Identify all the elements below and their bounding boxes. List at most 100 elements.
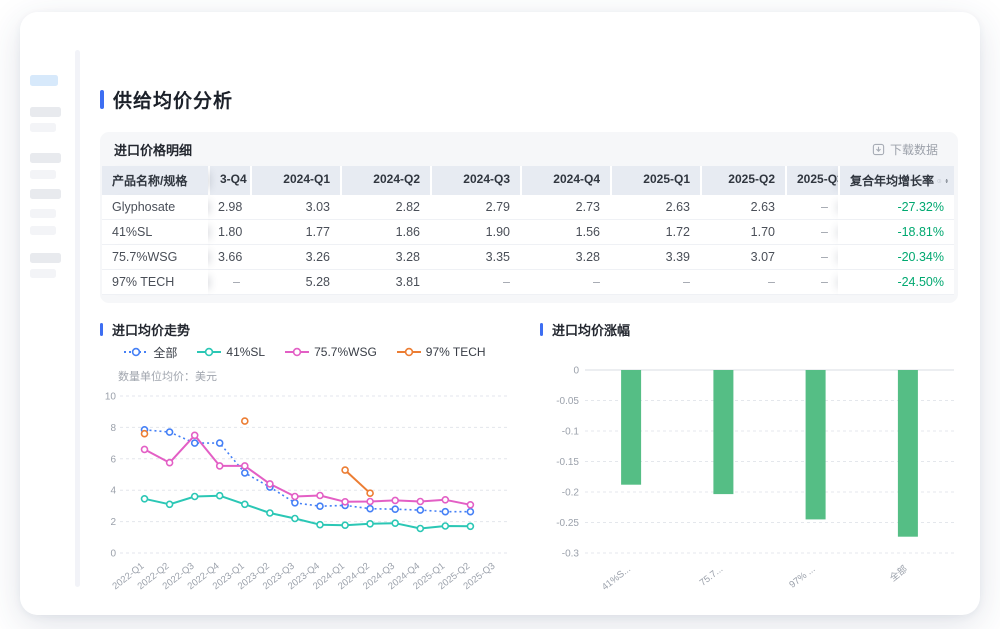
legend-item-41sl[interactable]: 41%SL [197, 345, 265, 359]
chart-title-accent-bar [100, 322, 103, 336]
cagr-value: -20.34% [838, 245, 954, 270]
info-icon[interactable] [937, 175, 942, 187]
svg-text:-0.05: -0.05 [556, 396, 579, 407]
legend-marker-icon [124, 347, 149, 357]
svg-text:-0.25: -0.25 [556, 518, 579, 529]
download-icon [872, 143, 885, 155]
table-cell: 1.90 [430, 220, 520, 245]
change-bar-chart-svg: 0 -0.05 -0.1 -0.15 -0.2 -0.25 -0.3 41%S... 75.7.… [556, 366, 954, 593]
trend-chart-plot-area: 0 2 4 6 8 10 2022-Q1 2022-Q2 2022-Q3 2022-Q4 2023-… [100, 384, 510, 607]
sidebar-skeleton-item [30, 153, 61, 163]
legend-label: 全部 [153, 345, 178, 360]
sidebar-skeleton-item [30, 253, 61, 263]
table-cell: 1.86 [340, 220, 430, 245]
table-cell: 3.39 [610, 245, 700, 270]
column-header: 产品名称/规格 [102, 166, 208, 195]
legend-label: 97% TECH [425, 345, 486, 359]
legend-item-97tech[interactable]: 97% TECH [396, 345, 486, 359]
table-cell: – [785, 245, 838, 270]
table-cell: 3.28 [520, 245, 610, 270]
table-cell: 1.56 [520, 220, 610, 245]
table-cell: 3.28 [340, 245, 430, 270]
change-chart-title: 进口均价涨幅 [552, 322, 631, 338]
app-window: 供给均价分析 进口价格明细 下载数据 产品名称/规格 3-Q4 2024-Q1 202… [20, 12, 980, 615]
import-price-detail-card: 进口价格明细 下载数据 产品名称/规格 3-Q4 2024-Q1 2024-Q2 202… [100, 132, 958, 303]
sidebar-skeleton-item [30, 269, 56, 278]
table-cell: 1.80 [208, 220, 250, 245]
svg-text:0: 0 [110, 549, 116, 560]
legend-marker-icon [197, 347, 222, 357]
legend-marker-icon [396, 347, 421, 357]
column-header: 2025-Q1 [610, 166, 700, 195]
sidebar-skeleton-item [30, 75, 58, 86]
svg-text:-0.3: -0.3 [562, 549, 580, 560]
trend-line-chart-svg: 02468102022-Q12022-Q22022-Q32022-Q42023-… [105, 392, 508, 592]
sidebar-skeleton-item [30, 226, 56, 235]
table-cell: 2.79 [430, 195, 520, 220]
legend-item-all[interactable]: 全部 [124, 344, 177, 361]
table-cell: – [430, 270, 520, 295]
title-accent-bar [100, 89, 104, 109]
sidebar-skeleton-nav [20, 12, 75, 615]
column-header: 2025-Q2 [700, 166, 785, 195]
legend-label: 41%SL [226, 345, 266, 359]
trend-chart-legend: 全部 41%SL 75.7%WSG 97% TECH [100, 343, 510, 361]
svg-text:97% ...: 97% ... [787, 564, 817, 591]
sidebar-skeleton-item [30, 123, 56, 132]
table-cell: 75.7%WSG [102, 245, 208, 270]
table-cell: – [700, 270, 785, 295]
table-cell: – [785, 220, 838, 245]
column-header: 2024-Q3 [430, 166, 520, 195]
sidebar-skeleton-item [30, 107, 61, 117]
column-header: 2024-Q4 [520, 166, 610, 195]
table-cell: 1.70 [700, 220, 785, 245]
legend-item-757wsg[interactable]: 75.7%WSG [285, 345, 377, 359]
table-cell: 3.03 [250, 195, 340, 220]
table-cell: 3.26 [250, 245, 340, 270]
svg-text:10: 10 [105, 392, 117, 403]
page-title: 供给均价分析 [113, 90, 234, 112]
sort-icon[interactable] [945, 175, 948, 187]
column-header[interactable]: 复合年均增长率 [838, 166, 954, 195]
table-cell: 3.07 [700, 245, 785, 270]
table-row: 75.7%WSG 3.66 3.26 3.28 3.35 3.28 3.39 3.07– -20… [102, 245, 956, 270]
sidebar-skeleton-item [30, 189, 61, 199]
table-cell: 1.72 [610, 220, 700, 245]
charts-section: 进口均价走势 全部 41%SL 75.7%WSG 97% TECH 数量单位均价：美元… [100, 321, 958, 607]
svg-text:全部: 全部 [887, 563, 909, 584]
table-cell: 5.28 [250, 270, 340, 295]
cagr-value: -24.50% [838, 270, 954, 295]
svg-text:-0.1: -0.1 [562, 427, 580, 438]
cagr-value: -27.32% [838, 195, 954, 220]
table-cell: 2.82 [340, 195, 430, 220]
page-header: 供给均价分析 [100, 86, 958, 112]
table-cell: 2.63 [610, 195, 700, 220]
table-cell: 3.81 [340, 270, 430, 295]
table-cell: 3.35 [430, 245, 520, 270]
table-row: 97% TECH –5.28 3.81– – – – – -24.50% [102, 270, 956, 295]
download-data-label: 下载数据 [889, 142, 938, 157]
change-chart-plot-area: 0 -0.05 -0.1 -0.15 -0.2 -0.25 -0.3 41%S... 75.7.… [540, 343, 958, 600]
svg-text:75.7...: 75.7... [698, 564, 726, 589]
table-cell: – [610, 270, 700, 295]
import-avg-price-trend-chart: 进口均价走势 全部 41%SL 75.7%WSG 97% TECH 数量单位均价：美元… [100, 321, 510, 607]
column-header: 2024-Q1 [250, 166, 340, 195]
table-cell: Glyphosate [102, 195, 208, 220]
table-cell: – [520, 270, 610, 295]
sidebar-skeleton-item [30, 170, 56, 179]
svg-text:4: 4 [110, 486, 116, 497]
svg-text:6: 6 [110, 454, 116, 465]
table-cell: 1.77 [250, 220, 340, 245]
table-cell: 3.66 [208, 245, 250, 270]
svg-text:-0.15: -0.15 [556, 457, 579, 468]
table-cell: 2.63 [700, 195, 785, 220]
table-cell: 41%SL [102, 220, 208, 245]
download-data-button[interactable]: 下载数据 [866, 140, 944, 159]
trend-chart-unit-note: 数量单位均价：美元 [118, 371, 217, 383]
import-avg-price-change-chart: 进口均价涨幅 0 -0.05 -0.1 -0.15 -0.2 -0.25 -0.3 41%S.… [540, 321, 958, 607]
table-card-title: 进口价格明细 [114, 142, 193, 158]
svg-text:41%S...: 41%S... [600, 564, 633, 593]
svg-text:2: 2 [110, 517, 116, 528]
main-content: 供给均价分析 进口价格明细 下载数据 产品名称/规格 3-Q4 2024-Q1 202… [100, 74, 958, 607]
svg-text:-0.2: -0.2 [562, 488, 580, 499]
